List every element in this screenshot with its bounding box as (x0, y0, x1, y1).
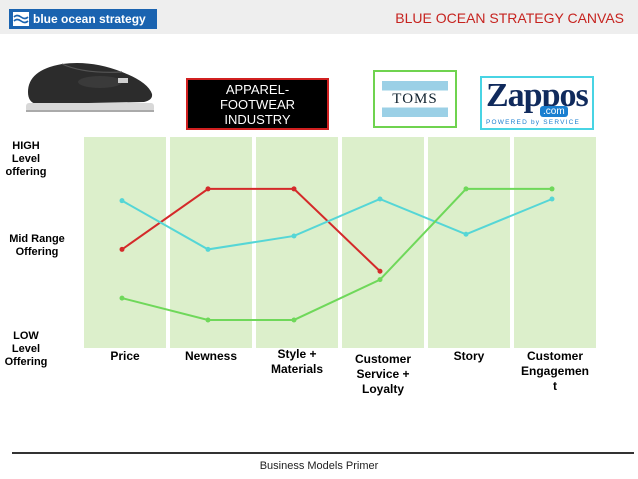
shoe-image (22, 48, 157, 120)
data-point (119, 295, 125, 301)
data-point (119, 198, 125, 204)
data-point (549, 186, 555, 192)
category-panel (84, 137, 166, 348)
series-line (121, 187, 381, 272)
footer-text: Business Models Primer (259, 460, 379, 472)
data-point (463, 186, 469, 192)
category-panel (256, 137, 338, 348)
data-point (205, 317, 211, 323)
category-label: Style + Materials (271, 347, 323, 376)
zappos-com-badge: .com (540, 106, 568, 117)
y-level-high: HIGH Level offering (5, 140, 47, 178)
brand-text: blue ocean strategy (33, 12, 146, 26)
brand-logo[interactable]: blue ocean strategy (9, 9, 157, 29)
data-point (119, 246, 125, 252)
data-point (291, 317, 297, 323)
toms-text: TOMS (392, 90, 438, 107)
category-panel (170, 137, 252, 348)
category-panel (342, 137, 424, 348)
data-point (291, 186, 297, 192)
data-point (205, 186, 211, 192)
zappos-tagline: POWERED by SERVICE (486, 119, 581, 126)
toms-logo: TOMS (373, 70, 457, 128)
category-label: Story (454, 349, 485, 363)
category-label: Newness (185, 349, 237, 363)
zappos-wordmark: Zappos (486, 77, 589, 114)
data-point (377, 268, 383, 274)
y-level-mid: Mid Range Offering (9, 233, 65, 258)
zappos-logo: Zappos .com POWERED by SERVICE (480, 76, 594, 130)
category-label: Customer Engagemen t (521, 349, 589, 393)
data-point (205, 246, 211, 252)
toms-flag: TOMS (382, 81, 448, 117)
data-point (463, 231, 469, 237)
series-line (121, 197, 553, 251)
industry-label-box: APPAREL- FOOTWEAR INDUSTRY (186, 78, 329, 130)
wave-icon (13, 12, 29, 26)
data-point (377, 277, 383, 283)
category-panel (428, 137, 510, 348)
slide-title: BLUE OCEAN STRATEGY CANVAS (395, 10, 624, 26)
footer-divider (12, 452, 634, 454)
data-point (377, 196, 383, 202)
y-level-low: LOW Level Offering (4, 330, 48, 368)
series-line (121, 187, 552, 321)
category-label: Price (110, 349, 140, 363)
category-label: Customer Service + Loyalty (355, 352, 411, 396)
data-point (291, 233, 297, 239)
category-panel (514, 137, 596, 348)
data-point (549, 196, 555, 202)
